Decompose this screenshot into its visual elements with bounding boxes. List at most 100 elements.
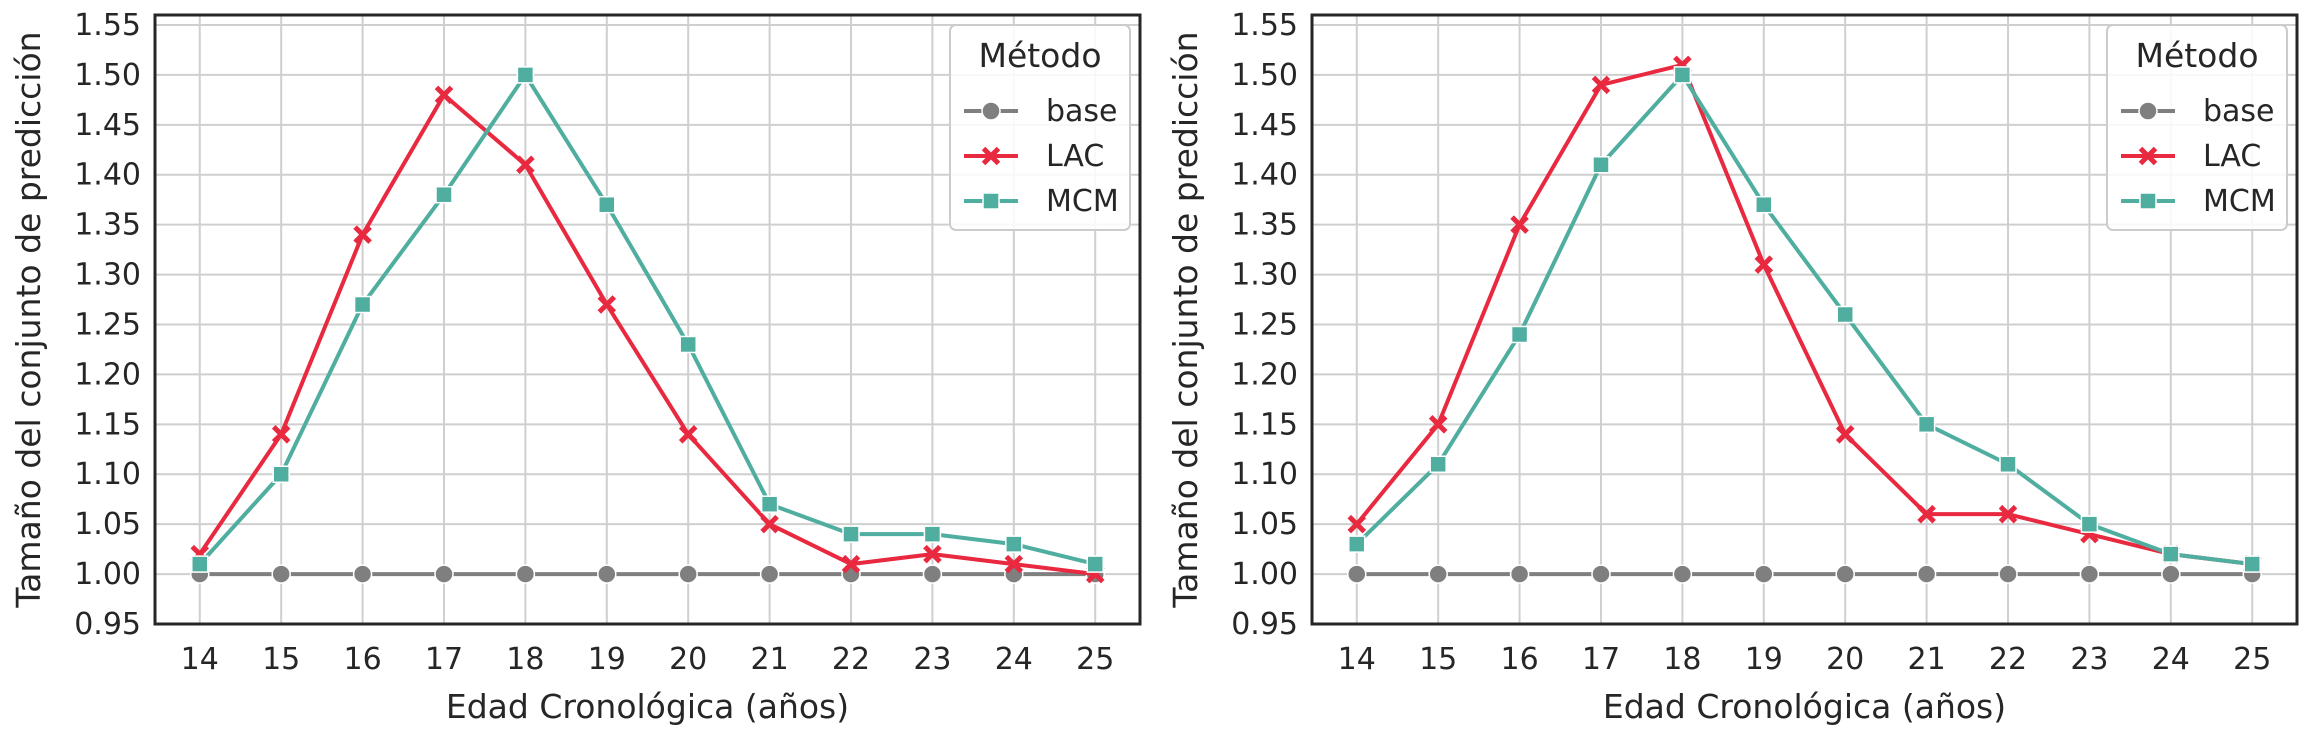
x-tick-label: 25 [2233, 642, 2271, 677]
legend: Método base LAC MCM [2106, 24, 2288, 231]
data-point-LAC [271, 425, 291, 444]
y-tick-label: 1.20 [1231, 357, 1298, 392]
x-tick-label: 23 [913, 642, 951, 677]
plot-frame [1310, 13, 2299, 626]
data-point-MCM [272, 465, 290, 483]
data-point-base [1998, 564, 2018, 584]
data-point-LAC [678, 425, 698, 444]
data-point-base [678, 564, 698, 584]
data-point-LAC [1998, 504, 2018, 524]
data-point-MCM [1917, 415, 1936, 434]
series-MCM [191, 66, 1104, 573]
y-tick-label: 1.05 [1231, 507, 1298, 542]
data-point-MCM [435, 185, 453, 204]
y-tick-label: 1.35 [74, 208, 141, 243]
data-point-base [271, 564, 291, 584]
x-tick-label: 16 [1500, 642, 1538, 677]
x-tick-label: 22 [832, 642, 870, 677]
y-tick-label: 1.15 [1231, 407, 1298, 442]
data-point-LAC [1835, 425, 1855, 444]
data-point-base [922, 564, 943, 584]
data-point-LAC [923, 544, 942, 564]
data-point-base [597, 564, 617, 584]
series-line-LAC [198, 92, 1096, 577]
x-tick-label: 20 [1826, 642, 1864, 677]
x-tick-label: 19 [1745, 642, 1783, 677]
data-point-LAC [434, 85, 454, 105]
data-point-LAC [1004, 554, 1024, 574]
data-point-base [1347, 564, 1367, 584]
legend: Método base LAC MCM [949, 24, 1131, 231]
series-line-MCM [1355, 72, 2253, 567]
legend-item-LAC: LAC [964, 139, 1104, 174]
data-point-base [352, 564, 373, 584]
data-point-base [1835, 564, 1855, 584]
data-point-LAC [516, 155, 535, 175]
data-point-base [759, 564, 780, 584]
y-tick-label: 1.45 [74, 108, 141, 143]
y-tick-label: 1.10 [1231, 457, 1298, 492]
y-tick-label: 1.30 [1231, 258, 1298, 293]
data-point-LAC [1754, 255, 1774, 274]
data-point-base [1509, 564, 1530, 584]
legend-marker [2138, 101, 2158, 121]
x-tick-label: 21 [751, 642, 789, 677]
data-point-MCM [1592, 156, 1610, 174]
x-tick-label: 23 [2070, 642, 2108, 677]
legend-label: base [2203, 94, 2275, 129]
legend-label: MCM [1046, 184, 1119, 219]
y-tick-label: 1.30 [74, 258, 141, 293]
y-tick-label: 1.40 [74, 158, 141, 193]
legend-item-base: base [2121, 94, 2275, 129]
x-tick-label: 17 [425, 642, 463, 677]
data-point-MCM [353, 295, 372, 314]
data-point-MCM [760, 495, 779, 513]
data-point-base [2161, 564, 2181, 584]
data-point-base [434, 564, 454, 584]
chart-panel-2: 0.95 1.00 1.05 1.10 1.15 1.20 1.25 1.30 1.35 1.40… [1166, 8, 2299, 726]
x-tick-label: 22 [1989, 642, 2027, 677]
series-base [1347, 564, 2262, 584]
data-point-MCM [842, 525, 860, 543]
series-base [190, 564, 1105, 584]
y-tick-label: 1.55 [1231, 8, 1298, 43]
data-point-MCM [1348, 535, 1366, 553]
y-tick-label: 1.25 [74, 307, 141, 342]
x-tick-label: 15 [262, 642, 300, 677]
y-tick-label: 1.15 [74, 407, 141, 442]
x-tick-label: 24 [2152, 642, 2190, 677]
y-tick-label: 1.40 [1231, 158, 1298, 193]
y-tick-label: 1.20 [74, 357, 141, 392]
legend-item-base: base [964, 94, 1118, 129]
x-tick-label: 18 [506, 642, 544, 677]
data-point-MCM [1429, 455, 1447, 474]
x-tick-label: 21 [1908, 642, 1946, 677]
series-line-MCM [198, 72, 1096, 567]
data-point-MCM [2243, 555, 2261, 573]
legend-item-LAC: LAC [2121, 139, 2261, 174]
y-axis-label: Tamaño del conjunto de predicción [1166, 31, 1205, 608]
series-LAC [190, 85, 1105, 584]
legend-label: LAC [2203, 139, 2261, 174]
x-tick-label: 17 [1582, 642, 1620, 677]
x-tick-label: 25 [1076, 642, 1114, 677]
legend-marker [2138, 146, 2158, 166]
data-point-base [1916, 564, 1937, 584]
data-point-base [515, 564, 536, 584]
data-point-MCM [598, 195, 616, 214]
y-tick-label: 1.25 [1231, 307, 1298, 342]
data-point-MCM [1999, 455, 2017, 474]
y-tick-label: 1.05 [74, 507, 141, 542]
legend-label: MCM [2203, 184, 2276, 219]
data-point-MCM [2080, 515, 2099, 533]
y-axis-label: Tamaño del conjunto de predicción [9, 31, 48, 608]
data-point-LAC [1428, 415, 1448, 434]
y-tick-label: 1.50 [74, 58, 141, 93]
legend-marker [982, 192, 1000, 210]
legend-marker [2139, 192, 2157, 210]
y-tick-label: 1.50 [1231, 58, 1298, 93]
series-MCM [1348, 66, 2261, 573]
data-point-LAC [841, 554, 861, 574]
y-tick-label: 1.10 [74, 457, 141, 492]
